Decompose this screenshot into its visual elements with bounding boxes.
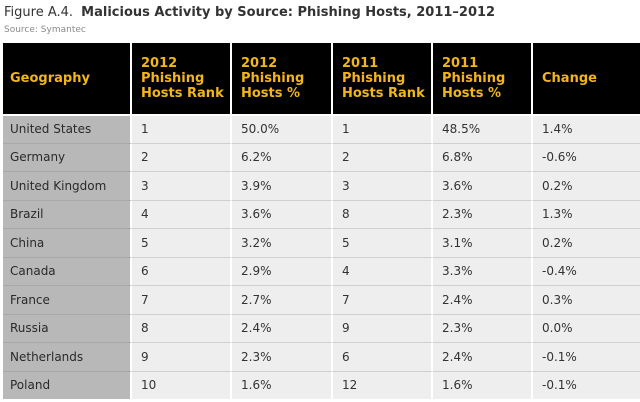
geography-cell: Germany	[3, 142, 132, 171]
rank-2012-cell: 5	[132, 228, 232, 257]
rank-2011-cell: 3	[333, 171, 433, 200]
percent-2012-cell: 2.4%	[232, 313, 333, 342]
change-cell: -0.6%	[533, 142, 640, 171]
rank-2012-cell: 6	[132, 256, 232, 285]
rank-2012-cell: 1	[132, 114, 232, 143]
change-cell: 0.0%	[533, 313, 640, 342]
percent-2011-cell: 3.1%	[433, 228, 533, 257]
header-geography: Geography	[3, 43, 132, 114]
change-cell: -0.1%	[533, 342, 640, 371]
percent-2012-cell: 3.2%	[232, 228, 333, 257]
table-header-row: Geography 2012 Phishing Hosts Rank 2012 …	[3, 43, 640, 114]
geography-cell: France	[3, 285, 132, 314]
percent-2011-cell: 1.6%	[433, 370, 533, 399]
header-2011-rank: 2011 Phishing Hosts Rank	[333, 43, 433, 114]
table-row: Brazil 4 3.6% 8 2.3% 1.3%	[3, 199, 640, 228]
geography-cell: Poland	[3, 370, 132, 399]
table-row: China 5 3.2% 5 3.1% 0.2%	[3, 228, 640, 257]
change-cell: -0.4%	[533, 256, 640, 285]
rank-2011-cell: 5	[333, 228, 433, 257]
table-row: Russia 8 2.4% 9 2.3% 0.0%	[3, 313, 640, 342]
percent-2011-cell: 48.5%	[433, 114, 533, 143]
table-row: Netherlands 9 2.3% 6 2.4% -0.1%	[3, 342, 640, 371]
header-2012-rank: 2012 Phishing Hosts Rank	[132, 43, 232, 114]
change-cell: -0.1%	[533, 370, 640, 399]
figure-source: Source: Symantec	[4, 25, 86, 35]
rank-2011-cell: 12	[333, 370, 433, 399]
percent-2011-cell: 2.4%	[433, 342, 533, 371]
table-row: Canada 6 2.9% 4 3.3% -0.4%	[3, 256, 640, 285]
rank-2011-cell: 6	[333, 342, 433, 371]
percent-2011-cell: 3.3%	[433, 256, 533, 285]
percent-2012-cell: 3.9%	[232, 171, 333, 200]
percent-2012-cell: 1.6%	[232, 370, 333, 399]
rank-2012-cell: 7	[132, 285, 232, 314]
geography-cell: Netherlands	[3, 342, 132, 371]
geography-cell: Russia	[3, 313, 132, 342]
change-cell: 0.2%	[533, 228, 640, 257]
change-cell: 1.3%	[533, 199, 640, 228]
figure-name: Malicious Activity by Source: Phishing H…	[81, 5, 496, 20]
geography-cell: Brazil	[3, 199, 132, 228]
percent-2012-cell: 2.9%	[232, 256, 333, 285]
header-change: Change	[533, 43, 640, 114]
rank-2012-cell: 10	[132, 370, 232, 399]
geography-cell: Canada	[3, 256, 132, 285]
header-2012-percent: 2012 Phishing Hosts %	[232, 43, 333, 114]
phishing-hosts-table: Geography 2012 Phishing Hosts Rank 2012 …	[3, 43, 640, 399]
rank-2011-cell: 8	[333, 199, 433, 228]
change-cell: 1.4%	[533, 114, 640, 143]
rank-2012-cell: 8	[132, 313, 232, 342]
change-cell: 0.2%	[533, 171, 640, 200]
percent-2011-cell: 2.3%	[433, 199, 533, 228]
percent-2011-cell: 2.4%	[433, 285, 533, 314]
rank-2011-cell: 4	[333, 256, 433, 285]
percent-2012-cell: 2.3%	[232, 342, 333, 371]
table-row: Germany 2 6.2% 2 6.8% -0.6%	[3, 142, 640, 171]
geography-cell: United States	[3, 114, 132, 143]
percent-2012-cell: 50.0%	[232, 114, 333, 143]
change-cell: 0.3%	[533, 285, 640, 314]
percent-2011-cell: 2.3%	[433, 313, 533, 342]
rank-2011-cell: 7	[333, 285, 433, 314]
rank-2012-cell: 3	[132, 171, 232, 200]
rank-2011-cell: 2	[333, 142, 433, 171]
rank-2011-cell: 1	[333, 114, 433, 143]
table-row: United Kingdom 3 3.9% 3 3.6% 0.2%	[3, 171, 640, 200]
percent-2012-cell: 2.7%	[232, 285, 333, 314]
percent-2011-cell: 6.8%	[433, 142, 533, 171]
percent-2012-cell: 6.2%	[232, 142, 333, 171]
geography-cell: United Kingdom	[3, 171, 132, 200]
rank-2012-cell: 9	[132, 342, 232, 371]
percent-2012-cell: 3.6%	[232, 199, 333, 228]
rank-2012-cell: 2	[132, 142, 232, 171]
rank-2011-cell: 9	[333, 313, 433, 342]
rank-2012-cell: 4	[132, 199, 232, 228]
header-2011-percent: 2011 Phishing Hosts %	[433, 43, 533, 114]
table-row: France 7 2.7% 7 2.4% 0.3%	[3, 285, 640, 314]
percent-2011-cell: 3.6%	[433, 171, 533, 200]
geography-cell: China	[3, 228, 132, 257]
figure-number: Figure A.4.	[4, 5, 74, 20]
table-row: Poland 10 1.6% 12 1.6% -0.1%	[3, 370, 640, 399]
figure-title: Figure A.4. Malicious Activity by Source…	[4, 4, 495, 22]
table-row: United States 1 50.0% 1 48.5% 1.4%	[3, 114, 640, 143]
